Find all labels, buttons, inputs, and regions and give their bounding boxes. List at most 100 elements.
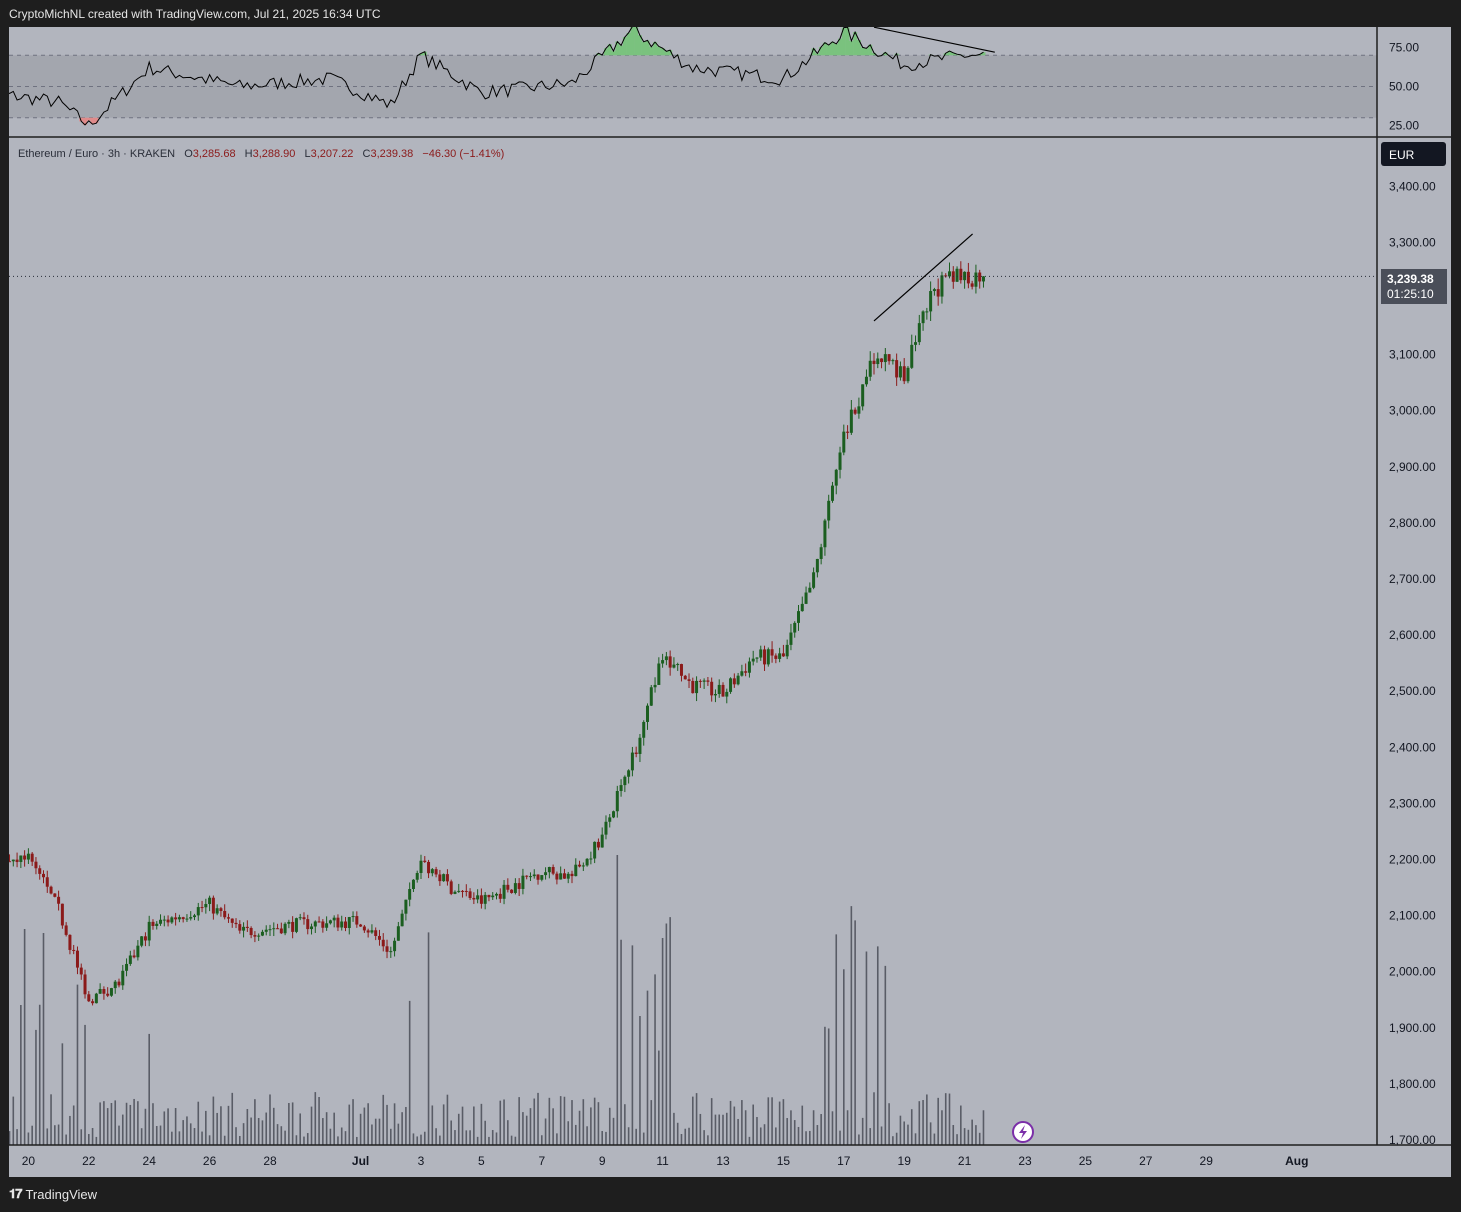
currency-badge[interactable]: EUR [1381, 142, 1446, 166]
candle-body [657, 663, 661, 685]
candle-body [608, 817, 612, 822]
candle-body [166, 919, 170, 923]
candle-body [159, 919, 163, 924]
candle-body [445, 874, 449, 882]
candle-body [781, 653, 785, 657]
candle-body [770, 649, 774, 656]
candle-body [430, 869, 434, 874]
candle-body [479, 895, 483, 904]
candle-body [713, 694, 717, 696]
candle-body [268, 929, 272, 931]
time-tick-label: 19 [898, 1154, 912, 1168]
footer-brand: 𝟏𝟕 TradingView [9, 1186, 97, 1202]
candle-body [827, 500, 831, 521]
candle-body [649, 687, 653, 706]
candle-body [789, 632, 793, 645]
candle-body [151, 921, 155, 926]
candle-body [42, 873, 45, 878]
candle-body [876, 358, 880, 365]
candle-body [898, 366, 902, 378]
rsi-tick-label: 50.00 [1389, 80, 1419, 94]
candle-body [389, 951, 393, 953]
candle-body [521, 875, 525, 889]
price-tick-label: 3,000.00 [1389, 404, 1436, 418]
time-tick-label: 29 [1200, 1154, 1214, 1168]
candle-body [155, 923, 159, 926]
candle-body [668, 656, 672, 668]
candle-body [83, 974, 87, 995]
candle-body [419, 860, 423, 873]
candle-body [298, 917, 302, 919]
candle-body [978, 272, 982, 282]
tradingview-logo-icon: 𝟏𝟕 [9, 1186, 23, 1201]
currency-label: EUR [1389, 148, 1415, 162]
candle-body [121, 970, 125, 986]
candle-body [427, 861, 431, 874]
candle-body [396, 926, 400, 941]
candle-body [393, 940, 397, 952]
time-tick-label: 20 [22, 1154, 36, 1168]
candle-body [340, 921, 344, 928]
candle-body [566, 873, 570, 879]
candle-body [57, 896, 61, 904]
candle-body [287, 921, 291, 924]
candle-body [132, 955, 136, 958]
candle-body [30, 853, 34, 862]
candle-body [706, 680, 710, 682]
candle-body [627, 770, 631, 777]
candle-body [26, 853, 30, 860]
candle-body [630, 752, 634, 771]
candle-body [377, 935, 381, 940]
candle-body [211, 897, 215, 914]
candle-body [125, 963, 129, 971]
price-tick-label: 2,600.00 [1389, 628, 1436, 642]
candle-body [846, 431, 850, 433]
candle-body [880, 358, 884, 363]
candle-body [970, 283, 974, 287]
candle-body [944, 275, 948, 277]
time-tick-label: 5 [478, 1154, 485, 1168]
candle-body [574, 864, 578, 877]
candle-body [763, 649, 767, 665]
candle-body [72, 949, 76, 951]
candle-body [253, 935, 257, 937]
legend-open-label: O [184, 148, 193, 160]
candle-body [857, 406, 861, 414]
price-tick-label: 2,300.00 [1389, 796, 1436, 810]
time-tick-label: 21 [958, 1154, 972, 1168]
lightning-icon[interactable] [1012, 1121, 1034, 1143]
legend-open: 3,285.68 [193, 148, 236, 160]
rsi-tick-label: 75.00 [1389, 41, 1419, 55]
candle-body [423, 860, 427, 862]
candle-body [797, 611, 800, 623]
candle-body [604, 821, 608, 835]
candle-body [910, 344, 914, 368]
candle-body [238, 924, 242, 931]
candle-body [528, 876, 532, 878]
candle-body [434, 869, 438, 875]
rsi-pane [9, 27, 1451, 138]
price-tick-label: 2,200.00 [1389, 853, 1436, 867]
candle-body [449, 881, 453, 894]
candle-body [842, 431, 846, 453]
candle-body [808, 587, 812, 593]
chart-canvas[interactable]: 3,400.003,300.003,200.003,100.003,000.00… [9, 27, 1451, 1177]
price-tick-label: 2,800.00 [1389, 516, 1436, 530]
candle-body [264, 929, 268, 932]
candle-body [623, 776, 627, 786]
price-tick-label: 2,000.00 [1389, 965, 1436, 979]
time-tick-label: 17 [837, 1154, 851, 1168]
time-tick-label: 11 [656, 1154, 669, 1168]
candle-body [664, 656, 668, 661]
candle-body [15, 859, 19, 863]
candle-body [60, 903, 64, 926]
candle-body [676, 664, 680, 666]
candle-body [283, 923, 287, 934]
candle-body [755, 657, 759, 659]
candle-body [914, 342, 918, 345]
candle-body [87, 994, 91, 1002]
candle-body [117, 981, 121, 986]
candle-body [242, 926, 246, 931]
axes: 3,400.003,300.003,200.003,100.003,000.00… [9, 27, 1451, 1168]
chart-frame[interactable]: 3,400.003,300.003,200.003,100.003,000.00… [9, 27, 1451, 1177]
